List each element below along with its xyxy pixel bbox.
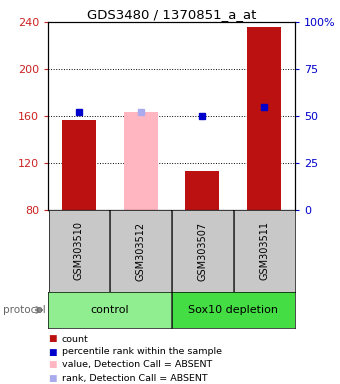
Text: GSM303507: GSM303507: [198, 222, 207, 281]
Text: ■: ■: [48, 348, 56, 356]
Text: rank, Detection Call = ABSENT: rank, Detection Call = ABSENT: [62, 374, 208, 382]
Text: percentile rank within the sample: percentile rank within the sample: [62, 348, 222, 356]
Text: ■: ■: [48, 361, 56, 369]
Bar: [247, 27, 281, 210]
Text: GSM303512: GSM303512: [136, 222, 146, 281]
Title: GDS3480 / 1370851_a_at: GDS3480 / 1370851_a_at: [87, 8, 256, 21]
Text: ■: ■: [48, 374, 56, 382]
Bar: [62, 119, 96, 210]
Text: Sox10 depletion: Sox10 depletion: [188, 305, 278, 315]
Text: ■: ■: [48, 334, 56, 344]
Text: control: control: [90, 305, 129, 315]
Text: GSM303511: GSM303511: [259, 222, 269, 280]
Text: protocol: protocol: [3, 305, 46, 315]
Text: GSM303510: GSM303510: [74, 222, 84, 280]
Text: value, Detection Call = ABSENT: value, Detection Call = ABSENT: [62, 361, 212, 369]
Text: count: count: [62, 334, 89, 344]
Bar: [124, 113, 158, 210]
Bar: [185, 171, 219, 210]
